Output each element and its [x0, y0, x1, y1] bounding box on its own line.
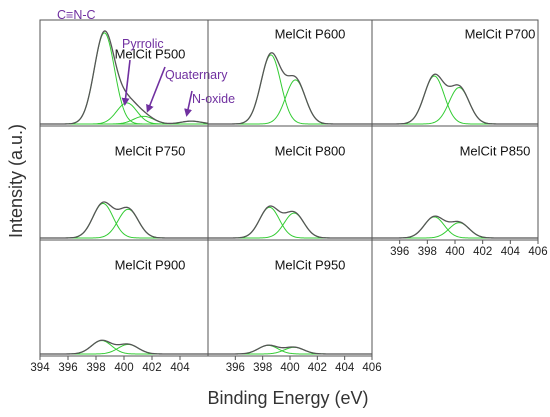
x-tick-label: 406 — [528, 246, 547, 258]
x-tick-label: 402 — [473, 246, 492, 258]
x-tick-label: 402 — [308, 362, 327, 374]
annotation-arrow — [121, 59, 131, 106]
fit-component-1 — [208, 54, 372, 125]
x-tick-label: 396 — [226, 362, 245, 374]
envelope-curve — [40, 201, 208, 239]
envelope-curve — [208, 205, 372, 239]
panel-5: MelCit P800 — [207, 125, 373, 241]
envelope-curve — [40, 30, 208, 125]
envelope-curve — [40, 339, 208, 355]
annotation-label: Pyrrolic — [122, 37, 164, 51]
x-tick-label: 400 — [280, 362, 299, 374]
annotation-arrow — [146, 66, 166, 113]
fit-component-1 — [372, 216, 538, 239]
panel-title: MelCit P750 — [115, 144, 186, 159]
x-tick-label: 396 — [390, 246, 409, 258]
fit-component-1 — [372, 75, 538, 125]
x-tick-label: 398 — [253, 362, 272, 374]
fit-component-2 — [40, 102, 208, 125]
annotation-label: N-oxide — [192, 92, 235, 106]
x-tick-label: 402 — [142, 362, 161, 374]
x-tick-label: 404 — [170, 362, 190, 374]
fit-component-1 — [40, 340, 208, 355]
x-tick-label: 396 — [58, 362, 77, 374]
panel-8: MelCit P950 396 398 400 402 404 406 — [207, 239, 382, 374]
panel-3: MelCit P700 — [371, 19, 539, 127]
panel-6: MelCit P850 396 398 400 402 404 406 — [371, 125, 548, 258]
panel-title: MelCit P500 — [115, 47, 186, 62]
panel-title: MelCit P800 — [275, 144, 346, 159]
x-tick-label: 398 — [418, 246, 437, 258]
y-axis-label: Intensity (a.u.) — [6, 124, 26, 238]
x-tick-label: 406 — [362, 362, 381, 374]
x-tick-label: 400 — [445, 246, 464, 258]
panel-title: MelCit P600 — [275, 27, 346, 42]
panel-4: MelCit P750 — [39, 125, 209, 241]
annotation-arrow — [184, 90, 193, 117]
x-tick-label: 404 — [335, 362, 355, 374]
fit-component-1 — [40, 202, 208, 239]
fit-component-3 — [40, 115, 208, 125]
panel-1: MelCit P500 C≡N-C Pyrrolic Quaternary N-oxid… — [39, 8, 235, 127]
panel-grid: MelCit P500 C≡N-C Pyrrolic Quaternary N-oxid… — [30, 8, 547, 374]
x-tick-label: 404 — [501, 246, 521, 258]
panel-2: MelCit P600 — [207, 19, 373, 127]
envelope-curve — [208, 52, 372, 125]
panel-title: MelCit P900 — [115, 258, 186, 273]
panel-title: MelCit P700 — [465, 27, 536, 42]
envelope-curve — [208, 344, 372, 355]
x-tick-label: 400 — [114, 362, 133, 374]
annotation-label: Quaternary — [165, 68, 228, 82]
panel-title: MelCit P850 — [460, 144, 531, 159]
envelope-curve — [372, 215, 538, 239]
x-axis-label: Binding Energy (eV) — [207, 388, 368, 408]
panel-7: MelCit P900 394 396 398 400 402 404 — [30, 239, 209, 374]
x-tick-label: 398 — [86, 362, 105, 374]
x-tick-label: 394 — [30, 362, 50, 374]
panel-title: MelCit P950 — [275, 258, 346, 273]
envelope-curve — [372, 73, 538, 125]
annotation-label: C≡N-C — [57, 8, 96, 22]
